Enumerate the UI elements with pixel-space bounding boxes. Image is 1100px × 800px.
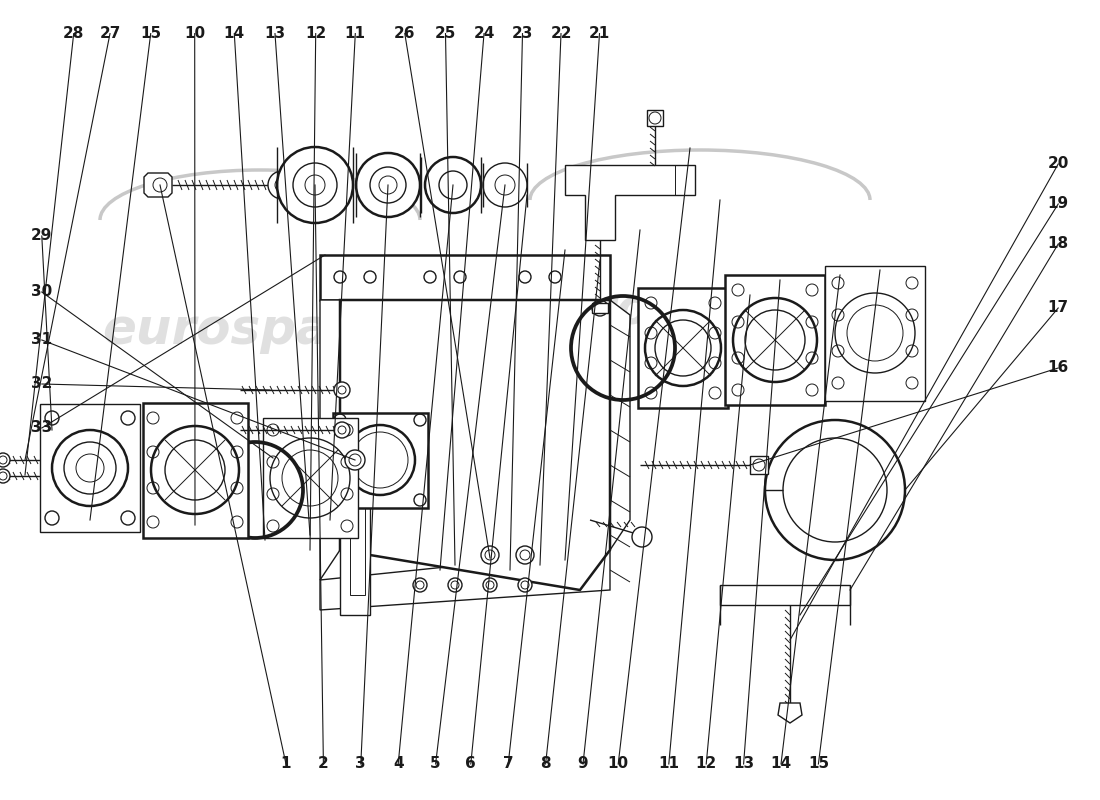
Text: 19: 19	[1047, 197, 1069, 211]
Circle shape	[0, 453, 10, 467]
Bar	[340, 455, 370, 615]
Text: 18: 18	[1047, 237, 1069, 251]
Text: 26: 26	[394, 26, 416, 41]
Bar	[143, 403, 248, 538]
Circle shape	[632, 527, 652, 547]
Bar	[638, 288, 728, 408]
Polygon shape	[720, 585, 850, 605]
Text: 24: 24	[473, 26, 495, 41]
Circle shape	[277, 147, 353, 223]
Text: 11: 11	[344, 26, 366, 41]
Text: 12: 12	[695, 757, 717, 771]
Polygon shape	[144, 173, 172, 197]
Text: 23: 23	[512, 26, 534, 41]
Polygon shape	[320, 300, 340, 580]
Circle shape	[483, 163, 527, 207]
Text: 6: 6	[465, 757, 476, 771]
Circle shape	[268, 171, 296, 199]
Circle shape	[334, 382, 350, 398]
Text: 13: 13	[733, 757, 755, 771]
Text: 29: 29	[31, 229, 53, 243]
Text: 15: 15	[140, 26, 162, 41]
Circle shape	[764, 420, 905, 560]
Bar	[725, 275, 825, 405]
Circle shape	[425, 157, 481, 213]
Polygon shape	[340, 300, 610, 590]
Text: 32: 32	[31, 377, 53, 391]
Text: 30: 30	[31, 285, 53, 299]
Text: 11: 11	[658, 757, 680, 771]
Text: eurospares: eurospares	[522, 286, 838, 334]
Circle shape	[448, 578, 462, 592]
Bar	[592, 303, 608, 313]
Text: 27: 27	[99, 26, 121, 41]
Circle shape	[483, 578, 497, 592]
Text: 14: 14	[770, 757, 792, 771]
Text: 33: 33	[31, 421, 53, 435]
Text: 17: 17	[1047, 301, 1069, 315]
Polygon shape	[610, 300, 630, 550]
Text: 13: 13	[264, 26, 286, 41]
Text: 3: 3	[355, 757, 366, 771]
Circle shape	[345, 450, 365, 470]
Text: 14: 14	[223, 26, 245, 41]
Circle shape	[412, 578, 427, 592]
Text: 28: 28	[63, 26, 85, 41]
Circle shape	[592, 300, 608, 316]
Circle shape	[334, 422, 350, 438]
Text: 10: 10	[607, 757, 629, 771]
Bar	[350, 475, 365, 595]
Text: 9: 9	[578, 757, 588, 771]
Polygon shape	[778, 703, 802, 723]
Text: 22: 22	[550, 26, 572, 41]
Text: 5: 5	[430, 757, 441, 771]
Circle shape	[481, 546, 499, 564]
Text: 21: 21	[588, 26, 610, 41]
Polygon shape	[320, 255, 610, 300]
Text: 15: 15	[807, 757, 829, 771]
Text: 20: 20	[1047, 157, 1069, 171]
Text: 10: 10	[184, 26, 206, 41]
Text: eurospares: eurospares	[102, 306, 418, 354]
Polygon shape	[320, 550, 610, 610]
Text: 31: 31	[31, 333, 53, 347]
Text: 12: 12	[305, 26, 327, 41]
Bar	[750, 456, 768, 474]
Bar	[333, 413, 428, 508]
Text: 4: 4	[393, 757, 404, 771]
Text: 16: 16	[1047, 361, 1069, 375]
Polygon shape	[565, 165, 695, 240]
Text: 8: 8	[540, 757, 551, 771]
Bar	[647, 110, 663, 126]
Text: 25: 25	[434, 26, 456, 41]
Bar	[40, 404, 140, 532]
Circle shape	[356, 153, 420, 217]
Circle shape	[516, 546, 534, 564]
Text: 7: 7	[503, 757, 514, 771]
Circle shape	[518, 578, 532, 592]
Text: 2: 2	[318, 757, 329, 771]
Circle shape	[0, 469, 10, 483]
Bar	[263, 418, 358, 538]
Bar	[825, 266, 925, 401]
Text: 1: 1	[280, 757, 292, 771]
